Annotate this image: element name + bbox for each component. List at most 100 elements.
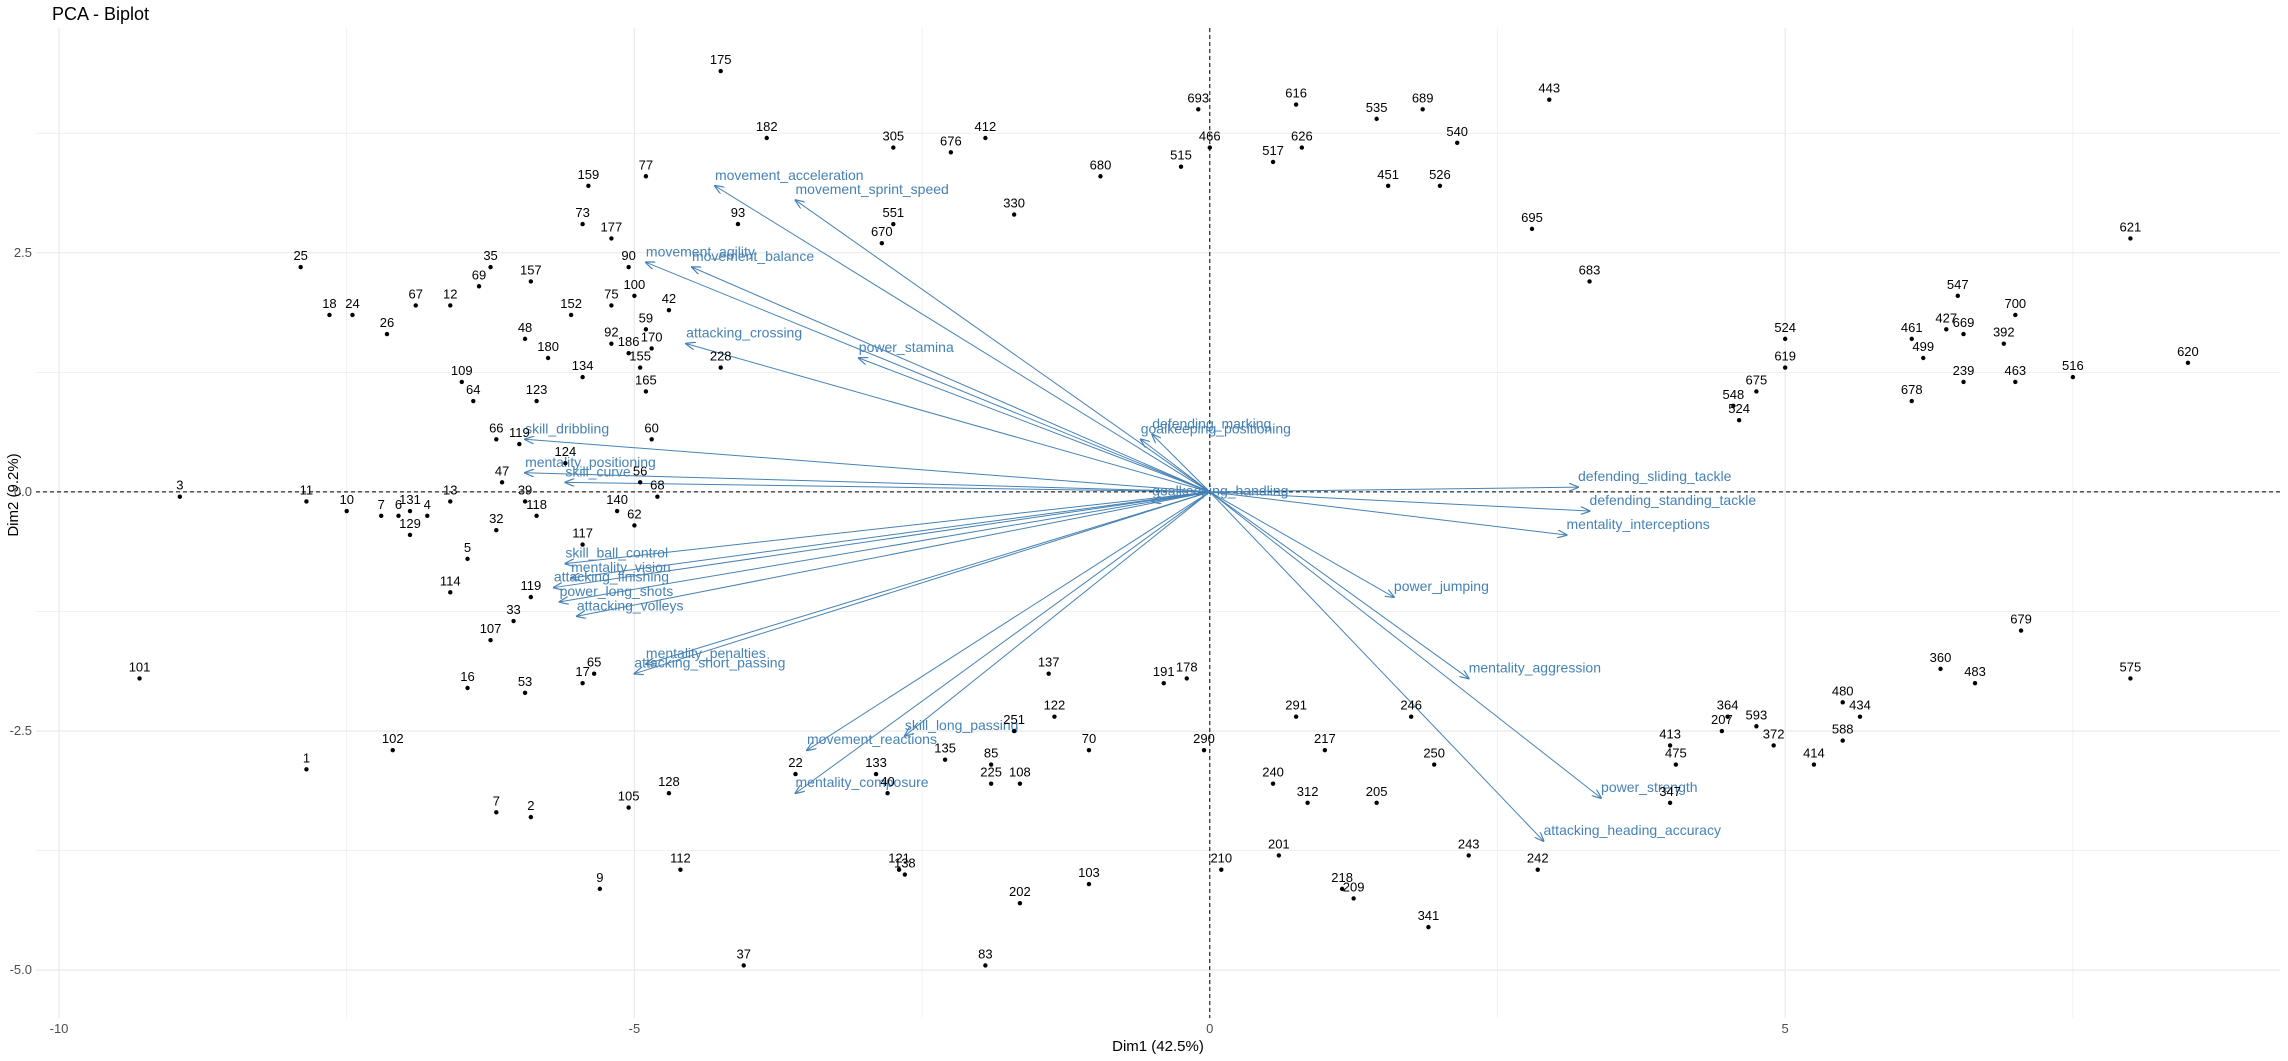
data-point xyxy=(2128,236,2133,241)
point-label: 129 xyxy=(399,516,421,531)
point-label: 191 xyxy=(1153,664,1175,679)
point-label: 483 xyxy=(1964,664,1986,679)
data-point xyxy=(942,757,948,762)
variable-arrow xyxy=(646,262,1210,493)
data-point xyxy=(1455,140,1460,145)
data-point xyxy=(948,150,954,155)
variable-label: skill_dribbling xyxy=(525,420,609,436)
data-point xyxy=(1270,781,1276,786)
point-label: 18 xyxy=(322,296,336,311)
point-label: 414 xyxy=(1803,746,1825,761)
point-label: 131 xyxy=(399,492,421,507)
variable-arrow xyxy=(634,491,1210,674)
point-label: 524 xyxy=(1774,320,1796,335)
point-label: 175 xyxy=(710,52,732,67)
point-label: 347 xyxy=(1659,784,1681,799)
data-point xyxy=(448,499,453,504)
point-label: 535 xyxy=(1366,100,1388,115)
data-point xyxy=(1017,781,1023,786)
point-label: 92 xyxy=(604,325,618,340)
point-label: 170 xyxy=(641,329,663,344)
point-label: 114 xyxy=(440,573,461,588)
point-label: 40 xyxy=(880,774,894,789)
data-point xyxy=(1184,676,1189,681)
point-label: 689 xyxy=(1412,90,1434,105)
point-label: 205 xyxy=(1366,784,1388,799)
point-label: 124 xyxy=(555,444,577,459)
variable-label: power_long_shots xyxy=(560,583,674,599)
data-point xyxy=(1374,116,1379,122)
data-point xyxy=(1529,226,1535,232)
data-point xyxy=(1011,212,1017,217)
point-label: 182 xyxy=(756,119,778,134)
point-label: 515 xyxy=(1170,148,1192,163)
point-label: 291 xyxy=(1285,698,1307,713)
data-point xyxy=(1719,728,1725,734)
point-label: 119 xyxy=(520,578,541,593)
chart-title: PCA - Biplot xyxy=(52,4,150,24)
data-point xyxy=(511,618,516,624)
point-label: 588 xyxy=(1832,722,1854,737)
point-label: 217 xyxy=(1314,731,1336,746)
point-label: 360 xyxy=(1930,650,1952,665)
point-label: 17 xyxy=(575,664,589,679)
variable-label: defending_marking xyxy=(1152,416,1271,432)
point-label: 209 xyxy=(1343,879,1365,894)
data-point xyxy=(1547,97,1552,102)
point-label: 75 xyxy=(604,286,618,301)
point-label: 60 xyxy=(644,420,658,435)
data-point xyxy=(1293,102,1299,107)
point-label: 246 xyxy=(1400,698,1422,713)
data-point xyxy=(643,174,649,179)
data-point xyxy=(1535,867,1540,872)
data-point xyxy=(1270,159,1276,165)
data-point xyxy=(2070,374,2076,380)
point-label: 3 xyxy=(176,478,183,493)
point-label: 165 xyxy=(635,372,657,387)
point-label: 70 xyxy=(1082,731,1096,746)
data-point xyxy=(632,293,637,299)
data-point xyxy=(476,284,482,289)
point-label: 575 xyxy=(2120,659,2142,674)
data-point xyxy=(1408,714,1414,719)
point-label: 119 xyxy=(509,425,530,440)
point-label: 32 xyxy=(489,511,503,526)
point-label: 42 xyxy=(662,291,676,306)
point-label: 619 xyxy=(1774,349,1796,364)
data-point xyxy=(528,814,534,820)
data-point xyxy=(522,336,528,342)
variable-label: movement_balance xyxy=(692,248,814,264)
data-point xyxy=(2013,312,2018,318)
point-label: 451 xyxy=(1377,167,1399,182)
data-point xyxy=(1201,747,1207,753)
point-label: 102 xyxy=(382,731,404,746)
variable-arrow xyxy=(1209,491,1590,511)
variable-label: goalkeeping_positioning xyxy=(1141,420,1291,436)
point-label: 669 xyxy=(1953,315,1975,330)
data-point xyxy=(885,791,890,796)
point-label: 4 xyxy=(424,497,431,512)
point-label: 59 xyxy=(639,310,653,325)
data-point xyxy=(1961,331,1966,337)
variable-label: skill_ball_control xyxy=(565,545,668,561)
data-point xyxy=(407,508,413,514)
point-label: 218 xyxy=(1331,870,1353,885)
point-label: 62 xyxy=(627,506,641,521)
point-label: 178 xyxy=(1176,659,1198,674)
point-label: 10 xyxy=(339,492,353,507)
data-point xyxy=(655,494,660,499)
variable-arrow xyxy=(1152,491,1210,502)
data-point xyxy=(643,327,649,332)
point-label: 100 xyxy=(624,277,646,292)
point-label: 83 xyxy=(978,946,992,961)
variable-label: mentality_composure xyxy=(796,774,929,790)
data-point xyxy=(1305,800,1310,805)
point-label: 524 xyxy=(1728,401,1750,416)
point-label: 159 xyxy=(578,167,600,182)
variable-arrow xyxy=(1209,491,1544,841)
point-label: 475 xyxy=(1665,746,1687,761)
variable-arrow xyxy=(859,358,1210,493)
data-point xyxy=(1587,279,1592,284)
point-label: 105 xyxy=(618,789,640,804)
